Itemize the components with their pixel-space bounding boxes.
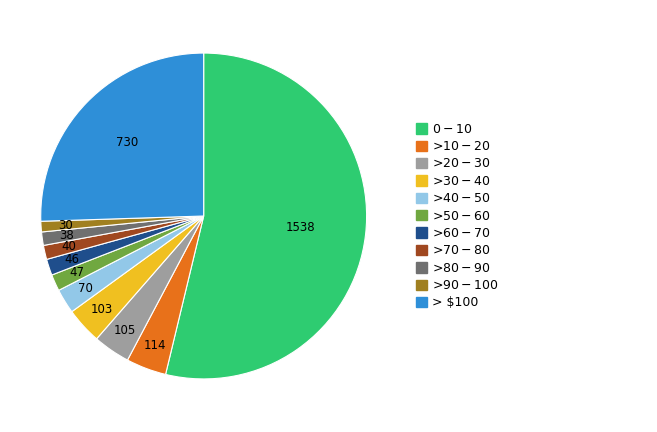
- Text: 1538: 1538: [286, 221, 315, 234]
- Wedge shape: [41, 53, 204, 221]
- Text: 70: 70: [78, 282, 93, 295]
- Text: 114: 114: [143, 339, 166, 352]
- Text: 730: 730: [116, 136, 139, 149]
- Wedge shape: [97, 216, 204, 360]
- Wedge shape: [41, 216, 204, 245]
- Wedge shape: [166, 53, 367, 379]
- Wedge shape: [43, 216, 204, 259]
- Text: 103: 103: [90, 303, 112, 316]
- Text: 105: 105: [114, 324, 137, 337]
- Wedge shape: [41, 216, 204, 232]
- Text: 30: 30: [58, 219, 73, 232]
- Wedge shape: [58, 216, 204, 311]
- Text: 40: 40: [61, 241, 76, 254]
- Text: 38: 38: [59, 229, 74, 242]
- Wedge shape: [47, 216, 204, 275]
- Text: 46: 46: [64, 253, 79, 266]
- Text: 47: 47: [70, 266, 85, 279]
- Wedge shape: [72, 216, 204, 339]
- Wedge shape: [127, 216, 204, 375]
- Legend: $0-$10, >$10-$20, >$20-$30, >$30-$40, >$40-$50, >$50-$60, >$60-$70, >$70-$80, >$: $0-$10, >$10-$20, >$20-$30, >$30-$40, >$…: [414, 120, 501, 312]
- Wedge shape: [52, 216, 204, 290]
